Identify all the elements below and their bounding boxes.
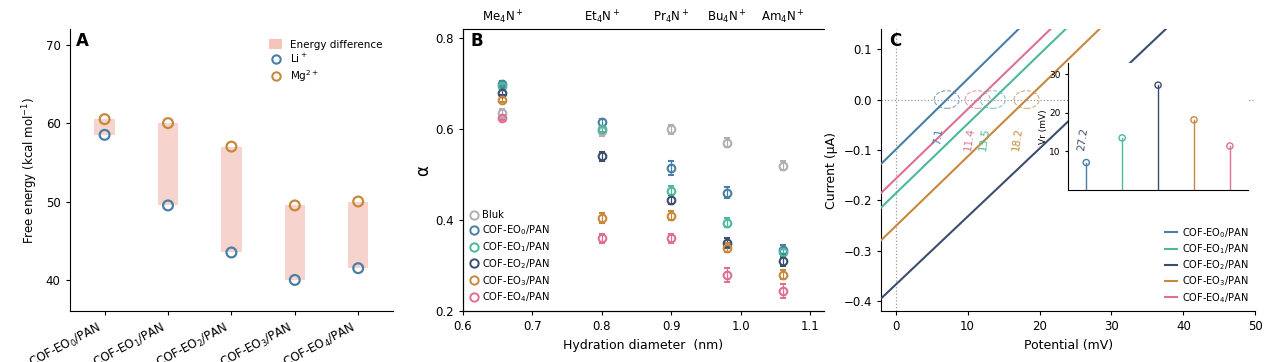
- Y-axis label: Free energy (kcal mol$^{-1}$): Free energy (kcal mol$^{-1}$): [20, 97, 41, 244]
- Text: 18.2: 18.2: [1012, 127, 1025, 152]
- Legend: COF-EO$_0$/PAN, COF-EO$_1$/PAN, COF-EO$_2$/PAN, COF-EO$_3$/PAN, COF-EO$_4$/PAN: COF-EO$_0$/PAN, COF-EO$_1$/PAN, COF-EO$_…: [1163, 224, 1250, 307]
- Point: [157, 203, 178, 209]
- Point: [284, 203, 304, 209]
- Point: [222, 250, 242, 256]
- Bar: [284, 206, 304, 280]
- Text: 13.5: 13.5: [978, 127, 990, 152]
- Legend: Bluk, COF-EO$_0$/PAN, COF-EO$_1$/PAN, COF-EO$_2$/PAN, COF-EO$_3$/PAN, COF-EO$_4$: Bluk, COF-EO$_0$/PAN, COF-EO$_1$/PAN, CO…: [468, 208, 552, 306]
- Y-axis label: α: α: [415, 165, 432, 176]
- Point: [95, 116, 114, 122]
- X-axis label: Hydration diameter  (nm): Hydration diameter (nm): [563, 339, 724, 352]
- Point: [157, 120, 178, 126]
- Text: B: B: [470, 32, 483, 50]
- Point: [347, 199, 369, 205]
- Text: C: C: [889, 32, 902, 50]
- Bar: [94, 119, 114, 135]
- Bar: [222, 147, 242, 253]
- Y-axis label: Current (μA): Current (μA): [825, 132, 838, 209]
- Point: [95, 132, 114, 138]
- Text: 27.2: 27.2: [1077, 127, 1089, 152]
- Text: 7.1: 7.1: [932, 127, 945, 145]
- X-axis label: Potential (mV): Potential (mV): [1023, 339, 1113, 352]
- Text: 11.4: 11.4: [962, 127, 975, 152]
- Bar: [347, 202, 369, 268]
- Text: A: A: [76, 32, 89, 50]
- Point: [284, 277, 304, 283]
- Bar: [157, 123, 178, 206]
- Legend: Energy difference, Li$^+$, Mg$^{2+}$: Energy difference, Li$^+$, Mg$^{2+}$: [264, 34, 388, 89]
- Point: [347, 265, 369, 271]
- Point: [222, 144, 242, 150]
